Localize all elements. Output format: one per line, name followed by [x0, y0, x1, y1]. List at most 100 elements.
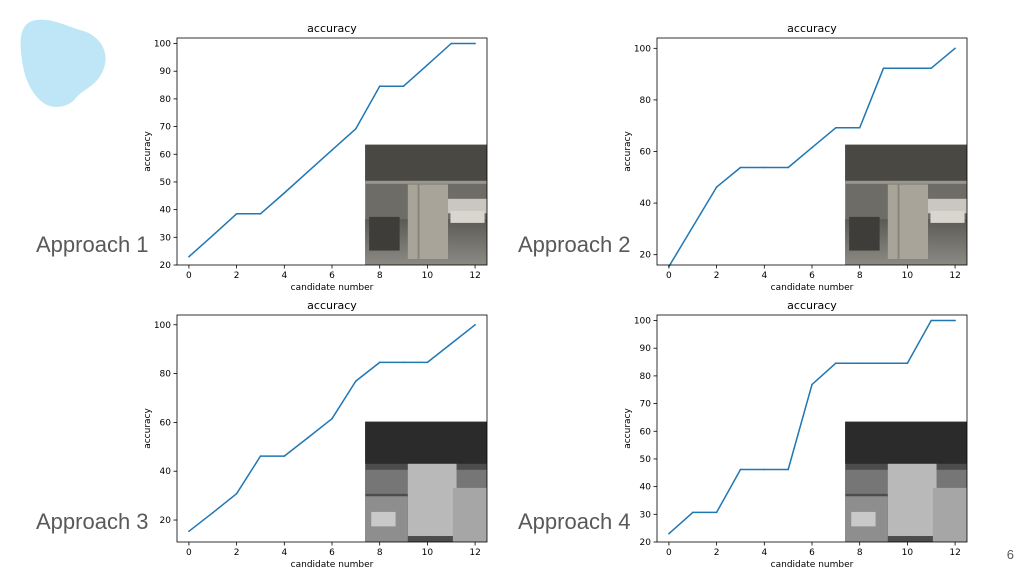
- y-tick-label: 40: [160, 206, 172, 216]
- x-tick-label: 4: [281, 271, 287, 281]
- approach-1-label: Approach 1: [36, 232, 149, 257]
- approach-2-label: Approach 2: [518, 232, 631, 257]
- inset-image: [365, 421, 487, 542]
- inset-image: [365, 144, 487, 265]
- chart-title: accuracy: [307, 299, 357, 312]
- y-tick-label: 100: [634, 317, 651, 327]
- y-tick-label: 20: [640, 538, 652, 548]
- data-point: [835, 126, 837, 129]
- x-tick-label: 2: [234, 271, 240, 281]
- y-tick-label: 60: [640, 427, 652, 437]
- x-tick-label: 0: [666, 271, 672, 281]
- chart-title: accuracy: [307, 22, 357, 35]
- data-point: [259, 212, 262, 215]
- y-tick-label: 80: [640, 372, 652, 382]
- data-point: [283, 192, 286, 194]
- y-axis-label: accuracy: [143, 131, 153, 172]
- chart-approach-2: accuracy 0 2 4 6 8 10 12 20 40 60 80 100 candidate nu…: [620, 18, 980, 300]
- data-point: [474, 323, 476, 326]
- x-axis-label: candidate number: [291, 283, 374, 293]
- x-tick-label: 6: [809, 548, 815, 558]
- y-tick-label: 20: [640, 251, 652, 261]
- y-tick-label: 20: [160, 516, 172, 526]
- x-tick-label: 4: [761, 271, 767, 281]
- data-point: [811, 146, 813, 149]
- y-tick-label: 30: [640, 510, 652, 520]
- y-tick-label: 20: [160, 261, 172, 271]
- chart-approach-1-svg: accuracy 0 2 4 6 8 10 12 20 30 40 50 60 70 80 90 100 cand…: [143, 22, 488, 293]
- x-tick-label: 10: [902, 548, 914, 558]
- data-point: [450, 42, 453, 45]
- approach-4-label: Approach 4: [518, 509, 631, 534]
- chart-title: accuracy: [787, 22, 837, 35]
- data-point: [355, 128, 357, 130]
- data-point: [811, 383, 813, 386]
- data-point: [930, 319, 933, 322]
- data-point: [188, 530, 190, 533]
- data-point: [235, 492, 238, 495]
- data-point: [259, 455, 262, 457]
- x-tick-label: 6: [809, 271, 815, 281]
- data-point: [858, 362, 861, 364]
- data-point: [378, 361, 381, 364]
- data-point: [691, 511, 694, 514]
- inset-image: [845, 144, 967, 265]
- x-tick-label: 8: [857, 548, 863, 558]
- y-tick-label: 80: [640, 96, 652, 106]
- data-point: [331, 149, 333, 151]
- data-point: [906, 67, 909, 69]
- y-tick-label: 60: [640, 148, 652, 158]
- data-point: [954, 47, 956, 50]
- data-point: [787, 166, 789, 169]
- data-point: [450, 342, 453, 345]
- data-point: [954, 319, 956, 322]
- data-point: [426, 361, 429, 364]
- chart-title: accuracy: [787, 299, 837, 312]
- decorative-blob: [20, 19, 106, 107]
- y-tick-label: 30: [160, 233, 172, 243]
- data-point: [307, 170, 309, 173]
- y-tick-label: 90: [640, 344, 652, 354]
- x-tick-label: 12: [949, 271, 960, 281]
- x-tick-label: 2: [234, 548, 240, 558]
- y-tick-label: 50: [160, 178, 172, 188]
- data-point: [402, 85, 405, 87]
- y-tick-label: 100: [154, 40, 171, 50]
- x-tick-label: 0: [666, 548, 672, 558]
- y-tick-label: 100: [634, 44, 651, 54]
- chart-approach-3-svg: accuracy 0 2 4 6 8 10 12 20 40 60 80 100 candidate nu…: [143, 299, 488, 570]
- data-point: [763, 468, 766, 471]
- y-tick-label: 60: [160, 150, 172, 160]
- y-tick-label: 80: [160, 370, 172, 380]
- y-tick-label: 80: [160, 95, 172, 105]
- data-point: [882, 67, 885, 69]
- y-axis-label: accuracy: [623, 131, 633, 172]
- data-point: [211, 234, 214, 237]
- data-point: [787, 468, 789, 471]
- x-tick-label: 4: [761, 548, 767, 558]
- x-tick-label: 2: [714, 271, 720, 281]
- y-tick-label: 70: [160, 123, 172, 133]
- chart-approach-4-svg: accuracy 0 2 4 6 8 10 12 20 30 40 50 60 70 80 90 100 cand…: [623, 299, 968, 570]
- data-point: [378, 85, 381, 87]
- data-point: [426, 64, 429, 66]
- x-tick-label: 8: [857, 271, 863, 281]
- data-point: [402, 361, 405, 364]
- data-point: [355, 380, 357, 382]
- y-tick-label: 40: [160, 467, 172, 477]
- data-point: [235, 212, 238, 215]
- chart-approach-3: accuracy 0 2 4 6 8 10 12 20 40 60 80 100 candidate nu…: [140, 295, 500, 577]
- y-tick-label: 40: [640, 199, 652, 209]
- x-tick-label: 4: [281, 548, 287, 558]
- data-point: [668, 532, 670, 535]
- chart-approach-2-svg: accuracy 0 2 4 6 8 10 12 20 40 60 80 100 candidate nu…: [623, 22, 968, 293]
- data-point: [858, 126, 861, 129]
- x-tick-label: 8: [377, 548, 383, 558]
- data-point: [283, 455, 286, 457]
- y-tick-label: 100: [154, 321, 171, 331]
- y-tick-label: 70: [640, 400, 652, 410]
- x-axis-label: candidate number: [771, 283, 854, 293]
- data-point: [739, 166, 742, 169]
- x-tick-label: 6: [329, 548, 335, 558]
- inset-image: [845, 421, 967, 542]
